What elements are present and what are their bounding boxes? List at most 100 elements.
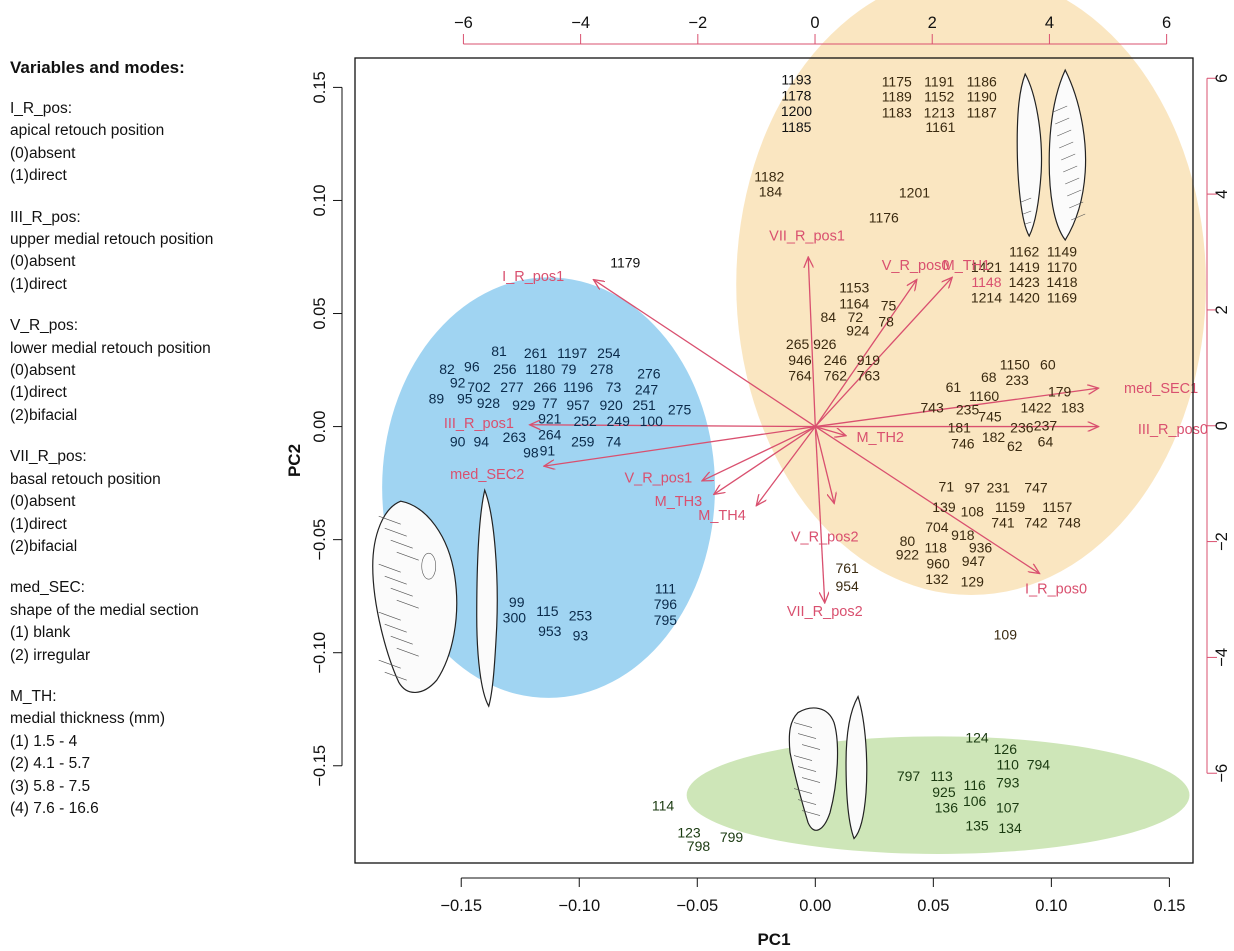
variable-block: VII_R_pos: basal retouch position (0)absen…: [10, 446, 310, 558]
variable-mode: (0)absent: [10, 253, 76, 271]
point-label: 1189: [882, 88, 912, 104]
point-label: 132: [925, 571, 949, 587]
y-tick-label: −0.05: [311, 519, 329, 561]
point-label: 253: [569, 607, 593, 623]
point-label: 246: [824, 352, 848, 368]
point-label: 1150: [1000, 356, 1030, 372]
point-label: 96: [464, 359, 480, 375]
point-label: 1152: [924, 88, 954, 104]
right-tick-label: −2: [1213, 532, 1231, 551]
point-label: 264: [538, 426, 562, 442]
variable-mode: (4) 7.6 - 16.6: [10, 799, 99, 817]
variable-mode: basal retouch position: [10, 470, 161, 488]
point-label: 91: [540, 442, 556, 458]
point-label: 925: [932, 784, 956, 800]
point-label: 61: [946, 379, 962, 395]
loading-arrow: [815, 388, 1098, 428]
point-label: 1197: [557, 345, 587, 361]
point-label: 1169: [1047, 290, 1077, 306]
point-label: 1175: [882, 74, 912, 90]
variable-mode: (2)bifacial: [10, 537, 78, 555]
point-label: 1420: [1009, 290, 1040, 306]
point-label: 1157: [1042, 499, 1072, 515]
point-label: 1148: [971, 274, 1001, 290]
point-label: 796: [654, 596, 678, 612]
point-label: 75: [881, 298, 897, 314]
point-label: 251: [632, 397, 656, 413]
point-label: 704: [925, 519, 949, 535]
point-label: 947: [962, 553, 986, 569]
point-label: 72: [848, 309, 864, 325]
point-label: 114: [652, 797, 675, 813]
point-label: 924: [846, 322, 870, 338]
point-label: 95: [457, 390, 473, 406]
point-label: 745: [978, 408, 1002, 424]
y-tick-label: 0.00: [311, 411, 329, 443]
loading-label: VII_R_pos1: [769, 229, 845, 245]
orange-group-ellipse: [736, 0, 1206, 595]
right-tick-label: 4: [1213, 190, 1231, 199]
variable-mode: (0)absent: [10, 493, 76, 511]
point-label: 794: [1027, 757, 1051, 773]
variable-name: III_R_pos:: [10, 208, 81, 226]
point-label: 1191: [924, 74, 954, 90]
loading-label: M_TH3: [655, 494, 703, 510]
top-tick-label: 2: [928, 14, 937, 32]
y-tick-label: 0.15: [311, 71, 329, 103]
point-label: 107: [996, 800, 1020, 816]
point-label: 1179: [610, 255, 640, 271]
point-label: 919: [857, 352, 881, 368]
point-label: 265: [786, 336, 810, 352]
right-tick-label: 0: [1213, 421, 1231, 430]
loading-label: III_R_pos1: [444, 416, 514, 432]
blue-cluster-artifact-drawing: [372, 488, 498, 708]
point-label: 261: [524, 345, 548, 361]
point-label: 954: [835, 578, 859, 594]
point-label: 1164: [839, 295, 869, 311]
loading-label: M_TH2: [856, 430, 904, 446]
loading-label: med_SEC2: [450, 467, 524, 483]
loading-label: I_R_pos0: [1025, 581, 1087, 597]
point-label: 1183: [882, 104, 912, 120]
top-tick-label: 0: [810, 14, 819, 32]
point-label: 82: [439, 361, 455, 377]
point-label: 259: [571, 433, 595, 449]
loading-label: med_SEC1: [1124, 381, 1198, 397]
point-label: 277: [500, 379, 524, 395]
x-tick-label: −0.15: [440, 897, 482, 915]
point-label: 231: [987, 480, 1011, 496]
green-cluster-artifact-drawing: [788, 695, 868, 840]
point-label: 266: [533, 379, 557, 395]
point-label: 936: [969, 540, 993, 556]
point-label: 742: [1024, 515, 1048, 531]
point-label: 116: [963, 777, 986, 793]
point-label: 763: [857, 368, 881, 384]
top-tick-label: 4: [1045, 14, 1054, 32]
y-tick-label: −0.15: [311, 745, 329, 787]
plot-frame: [354, 57, 1194, 864]
point-label: 1418: [1046, 274, 1077, 290]
right-tick-label: −4: [1213, 648, 1231, 667]
point-label: 115: [536, 603, 559, 619]
point-label: 236: [1010, 420, 1034, 436]
point-label: 181: [948, 420, 972, 436]
point-label: 926: [813, 336, 837, 352]
point-label: 795: [654, 612, 678, 628]
point-label: 179: [1048, 384, 1072, 400]
variable-mode: shape of the medial section: [10, 601, 199, 619]
point-label: 1186: [967, 74, 997, 90]
point-label: 123: [677, 824, 701, 840]
point-label: 957: [566, 397, 590, 413]
loading-arrow: [814, 426, 1039, 574]
y-axis-label: PC2: [285, 444, 304, 477]
loading-label: M_TH4: [698, 508, 746, 524]
point-label: 1153: [839, 280, 869, 296]
point-label: 764: [788, 368, 812, 384]
legend-panel: Variables and modes: I_R_pos: apical retou…: [10, 56, 310, 839]
point-label: 98: [523, 445, 539, 461]
variable-name: M_TH:: [10, 687, 57, 705]
point-label: 300: [503, 610, 527, 626]
point-label: 1423: [1009, 274, 1040, 290]
variable-mode: (1)direct: [10, 167, 67, 185]
